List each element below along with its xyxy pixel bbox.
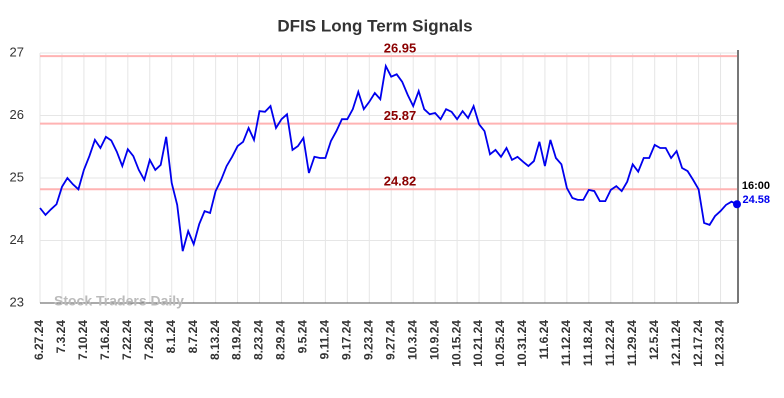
x-tick-label: 7.16.24 — [98, 320, 112, 360]
y-tick-label: 26 — [10, 107, 24, 122]
x-tick-label: 8.19.24 — [230, 320, 244, 360]
x-tick-label: 8.7.24 — [186, 320, 200, 354]
reference-label: 25.87 — [384, 108, 417, 123]
x-tick-label: 11.29.24 — [625, 320, 639, 366]
reference-label: 24.82 — [384, 174, 417, 189]
x-tick-label: 7.22.24 — [120, 320, 134, 360]
x-tick-label: 10.3.24 — [405, 320, 419, 360]
x-tick-label: 9.17.24 — [340, 320, 354, 360]
x-tick-label: 8.13.24 — [208, 320, 222, 360]
x-tick-label: 6.27.24 — [32, 320, 46, 360]
y-tick-label: 27 — [10, 44, 24, 59]
x-tick-label: 10.21.24 — [471, 320, 485, 367]
x-tick-label: 7.10.24 — [76, 320, 90, 360]
x-tick-label: 10.25.24 — [493, 320, 507, 367]
x-tick-label: 12.17.24 — [691, 320, 705, 367]
price-line — [39, 63, 738, 252]
x-tick-label: 9.5.24 — [296, 320, 310, 354]
x-tick-label: 8.29.24 — [274, 320, 288, 360]
x-tick-label: 8.23.24 — [252, 320, 266, 360]
reference-label: 26.95 — [384, 41, 417, 56]
y-tick-label: 23 — [10, 294, 24, 309]
x-tick-label: 9.23.24 — [361, 320, 375, 360]
x-tick-label: 11.12.24 — [559, 320, 573, 366]
x-tick-label: 7.26.24 — [142, 320, 156, 360]
x-tick-label: 12.23.24 — [713, 320, 727, 367]
x-tick-label: 12.5.24 — [647, 320, 661, 360]
last-time: 16:00 — [742, 180, 770, 192]
x-tick-label: 10.31.24 — [515, 320, 529, 367]
y-tick-label: 24 — [10, 232, 24, 247]
x-tick-label: 10.15.24 — [449, 320, 463, 367]
x-tick-label: 11.6.24 — [537, 320, 551, 360]
x-tick-label: 8.1.24 — [164, 320, 178, 354]
x-tick-label: 7.3.24 — [54, 320, 68, 354]
last-value: 24.58 — [742, 194, 770, 206]
x-tick-label: 9.27.24 — [383, 320, 397, 360]
x-tick-label: 9.11.24 — [318, 320, 332, 360]
last-point — [733, 200, 741, 209]
y-tick-label: 25 — [10, 169, 24, 184]
x-tick-label: 11.22.24 — [603, 320, 617, 366]
x-tick-label: 12.11.24 — [669, 320, 683, 366]
chart-title: DFIS Long Term Signals — [277, 16, 472, 35]
watermark: Stock Traders Daily — [54, 293, 184, 309]
x-tick-label: 11.18.24 — [581, 320, 595, 366]
x-tick-label: 10.9.24 — [427, 320, 441, 360]
